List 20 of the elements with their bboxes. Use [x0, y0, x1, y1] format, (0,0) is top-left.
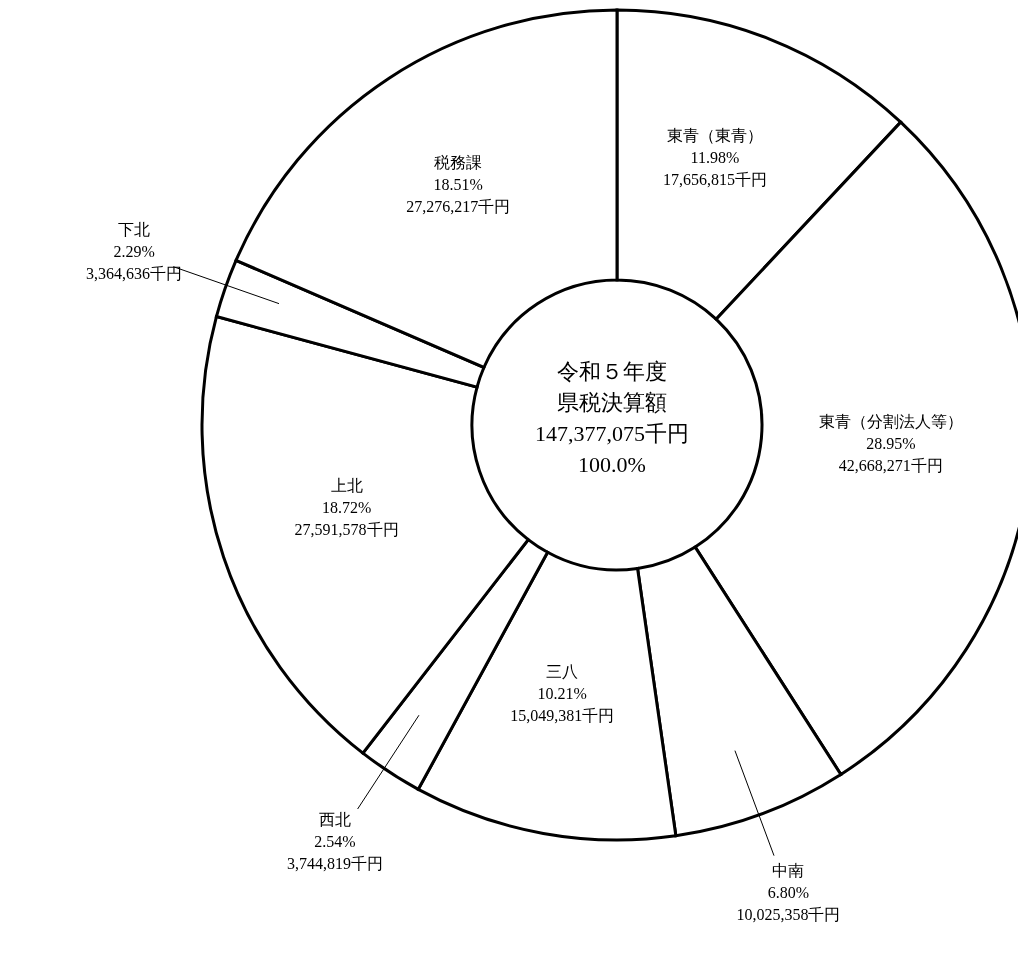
slice-label: 東青（分割法人等）: [818, 413, 963, 431]
slice-label: 東青（東青）: [666, 127, 763, 145]
data-label: 6.80% 10,025,358千円: [736, 884, 841, 924]
text: 100.0%: [578, 451, 646, 477]
data-label: 18.51% 27,276,217千円: [406, 175, 511, 215]
slice-label: 三八: [546, 663, 579, 681]
data-label: 2.29% 3,364,636千円: [86, 242, 183, 282]
data-label: 2.54% 3,744,819千円: [286, 833, 383, 873]
slice-label: 西北: [318, 811, 351, 829]
text: 令和５年度: [557, 358, 667, 384]
data-label: 18.72% 27,591,578千円: [294, 498, 399, 538]
slice-label: 下北: [118, 220, 151, 238]
slice-label: 中南: [772, 862, 805, 880]
data-label: 11.98% 17,656,815千円: [662, 149, 767, 189]
text: 県税決算額: [557, 389, 667, 415]
text: 147,377,075千円: [535, 420, 689, 446]
slice-label: 税務課: [434, 153, 483, 171]
data-label: 28.95% 42,668,271千円: [838, 435, 943, 475]
slice-label: 上北: [330, 476, 363, 494]
data-label: 10.21% 15,049,381千円: [510, 685, 615, 725]
